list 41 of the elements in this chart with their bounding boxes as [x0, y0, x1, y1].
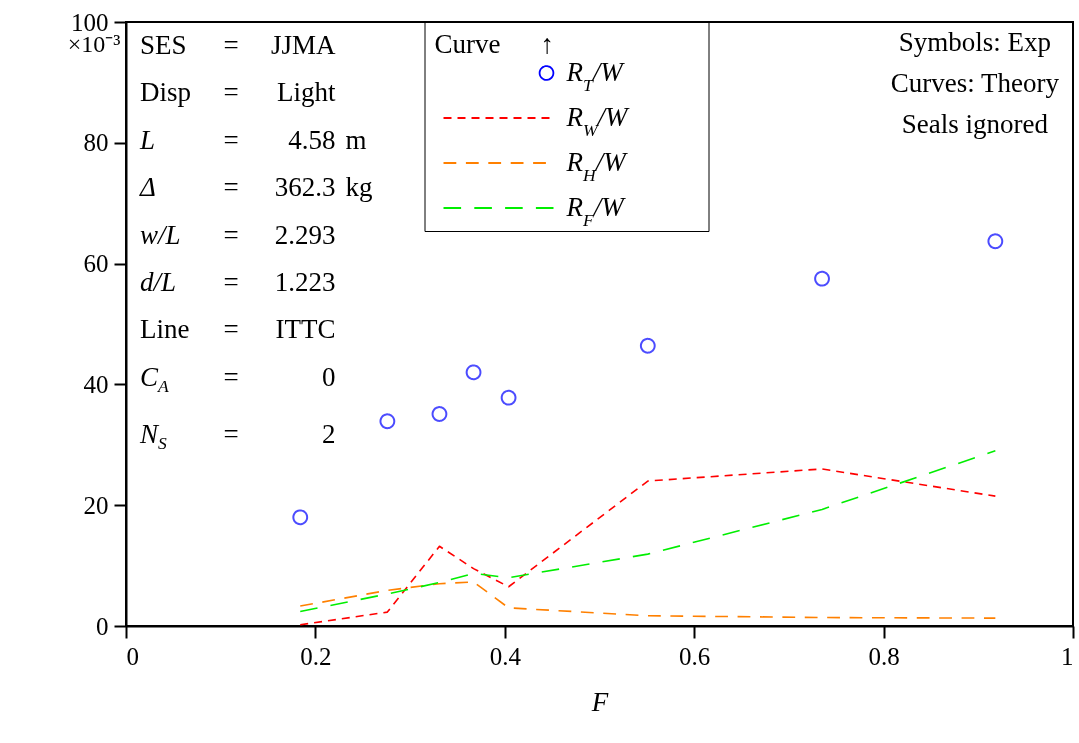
point [639, 337, 656, 354]
text: d/L = 1.223 [140, 267, 336, 298]
y-tick-label: 40 [83, 370, 109, 398]
text: L = 4.58 m [140, 124, 367, 155]
legend-label: R$_{T}$/W [565, 57, 626, 95]
x-tick-label: 0.4 [489, 642, 522, 670]
x-tick-label: 1 [1061, 642, 1074, 670]
line-series [299, 581, 997, 619]
x-tick-label: 0.8 [868, 642, 900, 670]
y-tick-label: 60 [83, 250, 109, 278]
arrow-icon: ↑ [540, 20, 554, 68]
y-tick-label: 0 [96, 612, 109, 640]
x-axis-title: F [590, 686, 609, 717]
line-series [299, 450, 997, 613]
line-series [299, 468, 997, 626]
text: Δ = 362.3 kg [140, 172, 373, 203]
annotation: Symbols: Exp [897, 26, 1052, 59]
annotation: Curves: Theory [890, 67, 1059, 100]
point [814, 270, 830, 287]
y-tick-label: 80 [83, 129, 109, 157]
legend-label: R$_{F}$/W [565, 192, 627, 230]
point [292, 509, 309, 526]
point [500, 389, 517, 406]
annotation: Seals ignored [900, 108, 1049, 141]
point [465, 364, 482, 381]
legend-title: Curve [434, 29, 501, 59]
point [987, 233, 1004, 250]
legend-label: R$_{H}$/W [565, 147, 629, 185]
text: Line = ITTC [140, 314, 336, 345]
x-tick-label: 0.6 [679, 642, 711, 670]
text: C$_{A}$ = 0 [140, 361, 336, 397]
text: w/L = 2.293 [140, 219, 336, 250]
text: SES = JJMA [140, 30, 336, 60]
y-tick-label: 20 [83, 491, 109, 519]
point [379, 413, 396, 430]
x-tick-label: 0.2 [300, 642, 332, 670]
text: N$_{S}$ = 2 [140, 418, 336, 454]
legend-label: R$_{W}$/W [565, 102, 631, 140]
point [431, 406, 448, 422]
x-tick-label: 0 [126, 642, 139, 670]
text: Disp = Light [140, 77, 336, 108]
